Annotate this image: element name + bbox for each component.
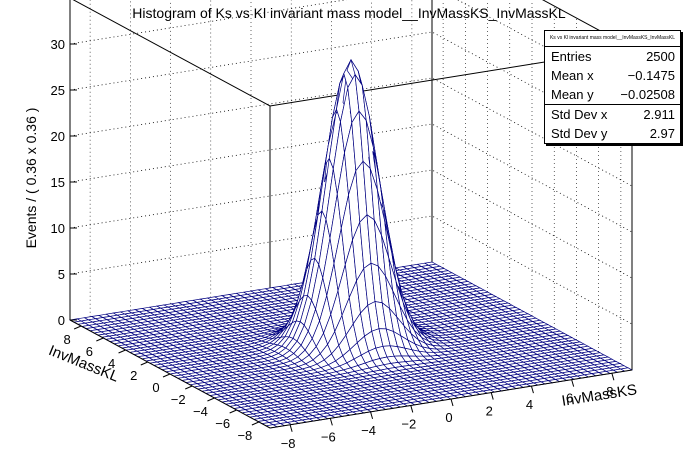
y-tick-label: −6 bbox=[215, 416, 230, 431]
y-tick bbox=[96, 337, 104, 342]
y-tick-label: 8 bbox=[63, 332, 70, 347]
x-tick-label: −4 bbox=[361, 423, 376, 438]
stats-label: Std Dev x bbox=[551, 107, 608, 122]
x-tick bbox=[329, 418, 333, 426]
z-axis-title: Events / ( 0.36 x 0.36 ) bbox=[23, 108, 39, 249]
stats-value: 2500 bbox=[646, 49, 675, 64]
z-tick-label: 0 bbox=[58, 313, 65, 328]
stats-row-mean-x: Mean x −0.1475 bbox=[545, 66, 680, 85]
stats-row-std-x: Std Dev x 2.911 bbox=[545, 104, 680, 124]
y-tick bbox=[207, 397, 215, 402]
x-tick bbox=[289, 424, 293, 432]
stats-row-mean-y: Mean y −0.02508 bbox=[545, 85, 680, 104]
stats-row-entries: Entries 2500 bbox=[545, 47, 680, 66]
surface-mesh bbox=[68, 58, 634, 429]
y-tick-label: −4 bbox=[193, 404, 208, 419]
y-tick-label: 2 bbox=[130, 368, 137, 383]
x-tick-label: 4 bbox=[526, 397, 533, 412]
x-tick-label: −6 bbox=[321, 429, 336, 444]
stats-value: 2.97 bbox=[649, 126, 675, 141]
stats-value: −0.1475 bbox=[627, 68, 675, 83]
z-tick-label: 25 bbox=[51, 83, 65, 98]
z-tick-label: 30 bbox=[51, 37, 65, 52]
x-tick bbox=[370, 411, 374, 420]
y-tick-label: 6 bbox=[86, 344, 93, 359]
y-tick bbox=[118, 349, 126, 354]
y-tick bbox=[251, 421, 260, 426]
top-edge bbox=[72, 0, 633, 107]
x-tick bbox=[450, 398, 454, 407]
z-tick-label: 5 bbox=[58, 267, 65, 282]
stats-box: Ks vs Kl invariant mass model__InvMassKS… bbox=[544, 30, 681, 144]
y-tick bbox=[73, 325, 82, 330]
stats-value: −0.02508 bbox=[620, 87, 675, 102]
stats-label: Mean x bbox=[551, 68, 594, 83]
x-tick bbox=[530, 385, 534, 394]
x-tick bbox=[611, 373, 615, 381]
stats-label: Entries bbox=[551, 49, 592, 64]
x-axis-title: InvMassKS bbox=[561, 381, 639, 410]
x-tick bbox=[490, 392, 494, 400]
stats-label: Mean y bbox=[551, 87, 594, 102]
y-tick-label: −2 bbox=[171, 392, 186, 407]
y-tick-label: −8 bbox=[237, 428, 252, 443]
stats-title: Ks vs Kl invariant mass model__InvMassKS… bbox=[545, 31, 680, 47]
y-tick bbox=[185, 385, 193, 390]
x-tick-label: 6 bbox=[566, 391, 573, 406]
x-tick bbox=[410, 405, 414, 413]
x-tick-label: 8 bbox=[606, 384, 613, 399]
stats-row-std-y: Std Dev y 2.97 bbox=[545, 124, 680, 143]
stats-value: 2.911 bbox=[643, 107, 675, 122]
x-tick-label: −2 bbox=[401, 416, 416, 431]
x-tick-label: 0 bbox=[445, 410, 452, 425]
y-tick-label: 0 bbox=[152, 380, 159, 395]
x-tick bbox=[571, 379, 575, 387]
stats-label: Std Dev y bbox=[551, 126, 608, 141]
y-tick-label: 4 bbox=[108, 356, 115, 371]
x-tick-label: −8 bbox=[281, 436, 296, 451]
axes bbox=[69, 0, 633, 432]
z-tick-label: 15 bbox=[51, 175, 65, 190]
z-tick-label: 10 bbox=[51, 221, 65, 236]
z-tick-label: 20 bbox=[51, 129, 65, 144]
x-tick-label: 2 bbox=[486, 404, 493, 419]
y-tick bbox=[229, 409, 237, 414]
y-tick bbox=[140, 361, 148, 366]
y-tick bbox=[162, 373, 171, 378]
